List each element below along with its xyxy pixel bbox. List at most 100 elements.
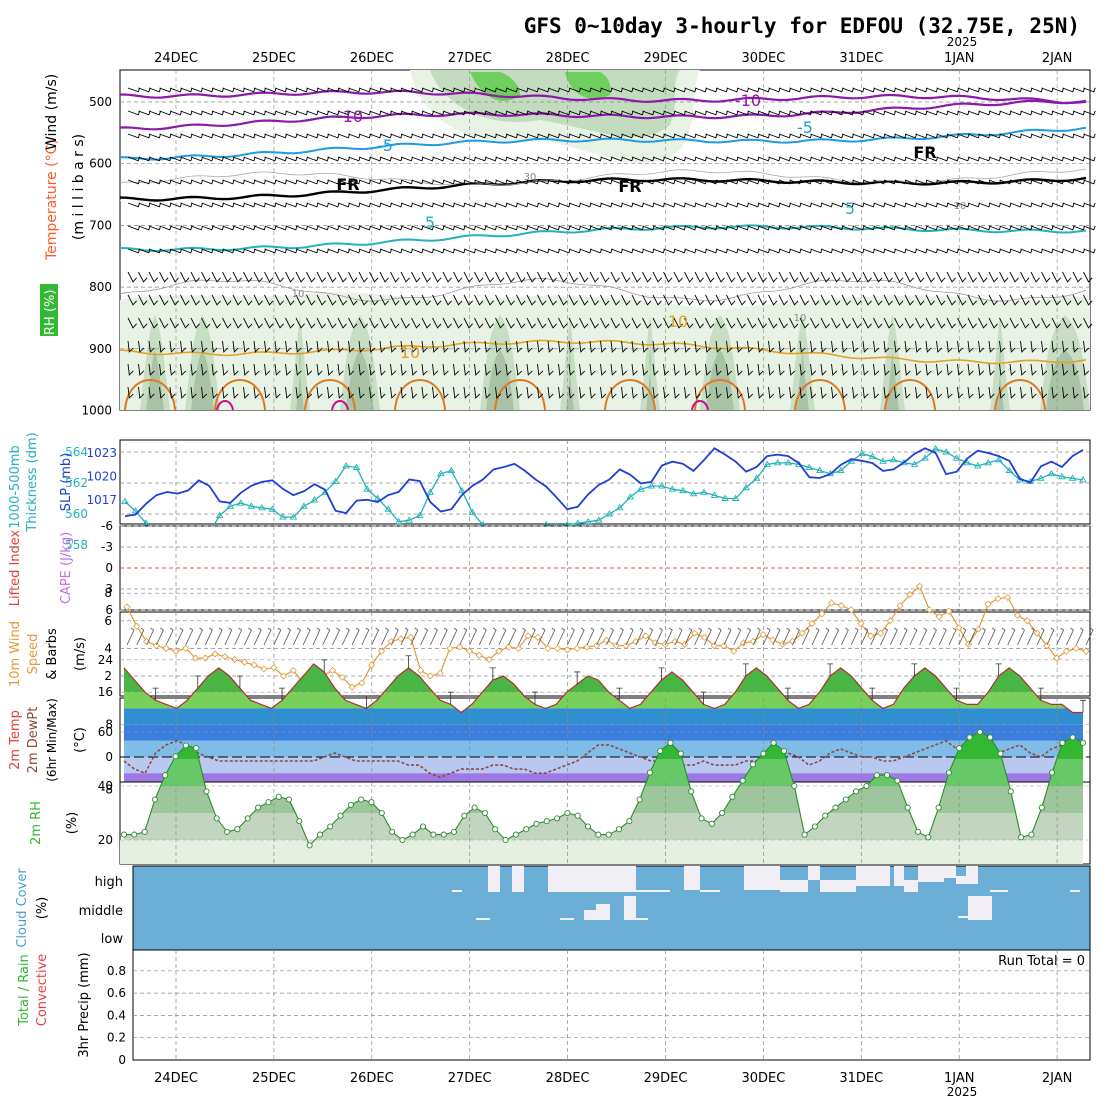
- wind-barb: [915, 179, 928, 185]
- wind-barb: [799, 202, 813, 208]
- wind-speed-point: [700, 633, 708, 641]
- precip-ylabel-b: Convective: [35, 954, 50, 1027]
- wind-barb: [453, 271, 463, 283]
- wind-barb: [883, 317, 893, 329]
- wind-barb: [1009, 386, 1016, 399]
- rh-shade-column-dark: [296, 350, 304, 410]
- wind-barb: [946, 248, 960, 254]
- wind-barb: [957, 363, 964, 376]
- wind-barb: [1009, 156, 1023, 162]
- wind-barb: [915, 110, 928, 116]
- thickness-point: [584, 517, 593, 525]
- contour-plus15: [394, 379, 446, 411]
- wind-barb: [547, 110, 561, 116]
- wind-barb: [862, 225, 876, 231]
- wind-barb: [673, 110, 687, 116]
- wind-barb: [411, 317, 421, 329]
- wind-barb: [348, 179, 361, 185]
- wind-barb: [1041, 363, 1048, 376]
- wind-barb: [495, 225, 508, 231]
- wind-barb: [453, 133, 466, 139]
- wind-barb: [232, 294, 242, 306]
- wind-barb: [778, 110, 792, 116]
- wind-barb: [621, 225, 634, 231]
- wind-barb: [589, 248, 603, 254]
- wind-barb: [1062, 110, 1075, 116]
- wind-barb: [1062, 156, 1075, 162]
- wind-barb: [715, 156, 729, 162]
- wind-barb: [432, 317, 442, 329]
- run-total: Run Total = 0: [998, 954, 1085, 969]
- wind-barb: [453, 386, 460, 399]
- wind-barb: [621, 133, 634, 139]
- wind-speed-point: [1043, 642, 1051, 650]
- wind-barb: [946, 363, 953, 376]
- temp-ylabel-b: 2m DewPt: [26, 707, 41, 774]
- wind-speed-point: [691, 629, 699, 637]
- wind-barb: [915, 317, 925, 329]
- wind-barb: [988, 133, 1002, 139]
- wind-barb: [694, 110, 708, 116]
- wind-barb: [400, 110, 414, 116]
- top-date-label: 24DEC: [154, 51, 198, 66]
- rh-point: [1079, 739, 1087, 746]
- wind-barb: [442, 363, 449, 376]
- wind-barb: [411, 386, 418, 399]
- wind-barb: [411, 156, 424, 162]
- wind-barb: [148, 248, 162, 254]
- wind-barb: [694, 225, 708, 231]
- wind-barb: [547, 248, 561, 254]
- wind-barb: [442, 179, 456, 185]
- wind-barb: [621, 317, 631, 329]
- wind-barb: [537, 386, 544, 399]
- wind-barb: [264, 87, 277, 93]
- temp-maxmin-whisker: [279, 687, 286, 701]
- wind-barb: [316, 133, 330, 139]
- wind-barb: [810, 87, 823, 93]
- wind-barb: [463, 271, 473, 283]
- rh-point: [719, 809, 726, 817]
- wind-barb: [400, 202, 414, 208]
- wind-barb: [915, 133, 928, 139]
- wind-barb: [915, 225, 928, 231]
- wind-barb: [306, 248, 319, 254]
- wind-barb: [894, 133, 907, 139]
- wind-barb: [757, 363, 764, 376]
- wind-barb: [1051, 202, 1065, 208]
- wind-barb: [211, 225, 225, 231]
- cloud-high-block: [808, 866, 820, 880]
- wind-barb: [841, 271, 851, 283]
- wind-barb: [358, 110, 372, 116]
- wind10-barb: [322, 627, 331, 646]
- wind-barb: [768, 110, 781, 116]
- wind-barb: [253, 179, 267, 185]
- wind10-barb: [518, 627, 526, 646]
- wind-barb: [558, 248, 571, 254]
- wind-barb: [526, 248, 540, 254]
- bottom-date-label: 1JAN: [944, 1071, 975, 1086]
- wind-barb: [1020, 225, 1033, 231]
- top-date-label: 30DEC: [741, 51, 785, 66]
- wind-barb: [169, 248, 183, 254]
- wind-barb: [736, 386, 743, 399]
- wind-barb: [348, 340, 355, 353]
- wind-barb: [337, 363, 344, 376]
- wind10-barb: [566, 627, 575, 646]
- wind-barb: [1051, 340, 1058, 353]
- wind-barb: [222, 133, 235, 139]
- wind-barb: [810, 363, 817, 376]
- wind-barb: [432, 294, 442, 306]
- wind-barb: [138, 202, 151, 208]
- wind-barb: [999, 386, 1006, 399]
- wind-barb: [390, 340, 397, 353]
- wind10-barb: [792, 627, 800, 646]
- wind-barb: [831, 386, 838, 399]
- wind10-barb: [312, 627, 321, 646]
- wind-barb: [1020, 294, 1030, 306]
- wind-speed-point: [260, 665, 268, 673]
- wind-barb: [526, 202, 540, 208]
- wind-barb: [558, 294, 568, 306]
- wind-barb: [736, 179, 750, 185]
- wind-barb: [694, 317, 704, 329]
- wind-barb: [180, 156, 193, 162]
